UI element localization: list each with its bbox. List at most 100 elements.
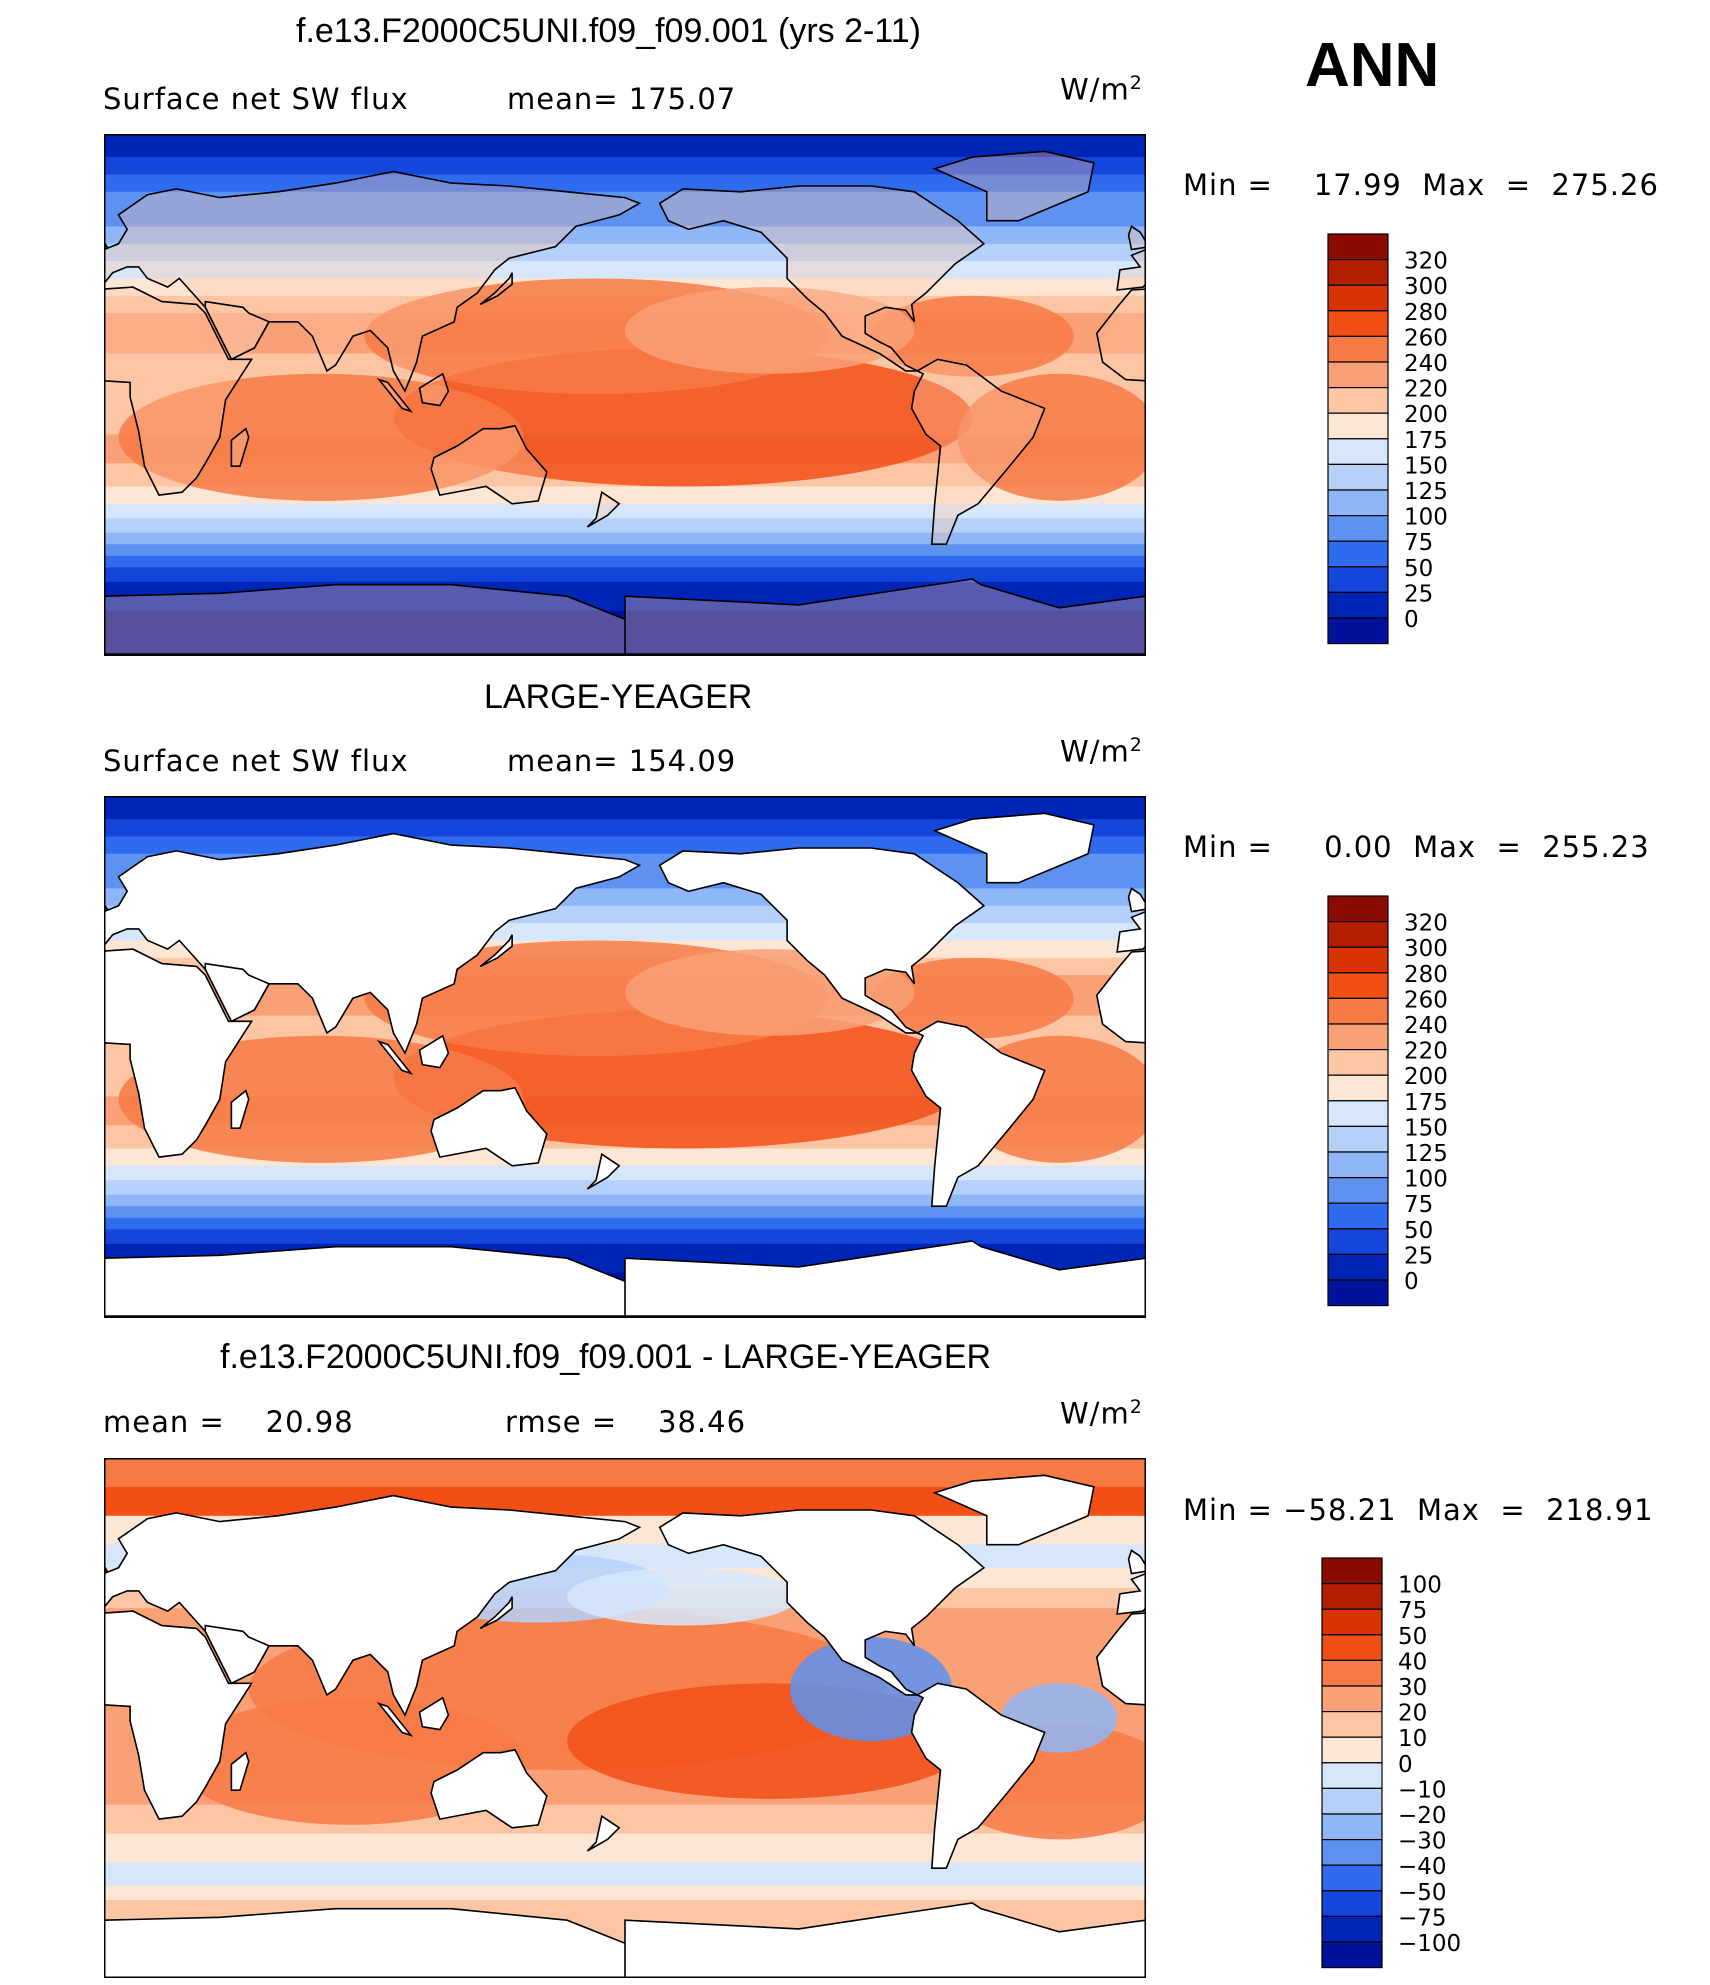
colorbar-tick-label: 25 xyxy=(1404,581,1433,607)
panel-3-map xyxy=(104,1458,1146,1978)
field-band xyxy=(104,134,1146,158)
coastline-nz xyxy=(586,1814,621,1852)
panel-1-title: f.e13.F2000C5UNI.f09_f09.001 (yrs 2-11) xyxy=(296,12,921,50)
panel-2-map xyxy=(104,796,1146,1318)
colorbar-box xyxy=(1321,1813,1383,1841)
colorbar-box xyxy=(1321,1608,1383,1636)
coastline-sumatra xyxy=(376,378,414,413)
field-band xyxy=(104,209,1146,227)
colorbar-tick-label: 150 xyxy=(1404,1115,1448,1141)
colorbar-box xyxy=(1327,566,1389,593)
colorbar-tick-label: 175 xyxy=(1404,428,1448,454)
colorbar-box xyxy=(1327,1151,1389,1179)
coastline-madagascar xyxy=(230,427,250,467)
field-band xyxy=(104,1180,1146,1196)
colorbar-box xyxy=(1327,438,1389,466)
colorbar-box xyxy=(1327,1279,1389,1307)
field-band xyxy=(104,544,1146,557)
colorbar-tick-label: 150 xyxy=(1404,453,1448,479)
field-contour xyxy=(957,373,1146,501)
panel-3-mean: mean = 20.98 xyxy=(103,1405,354,1439)
colorbar-box xyxy=(1327,489,1389,517)
panel-2-minmax: Min = 0.00 Max = 255.23 xyxy=(1183,830,1650,864)
coastline-nz xyxy=(586,490,621,528)
panel-1-units: W/m2 xyxy=(1060,72,1143,107)
colorbar-tick-label: 100 xyxy=(1404,1167,1448,1193)
colorbar-tick-label: −40 xyxy=(1398,1854,1447,1880)
coastline-greenland xyxy=(932,1474,1095,1546)
colorbar-box xyxy=(1321,1941,1383,1969)
field-band xyxy=(104,518,1146,534)
colorbar-tick-label: −100 xyxy=(1398,1931,1461,1957)
coastline-namerica xyxy=(658,185,986,372)
colorbar-box xyxy=(1327,361,1389,389)
colorbar-box xyxy=(1327,1100,1389,1128)
colorbar-tick-label: 200 xyxy=(1404,1064,1448,1090)
field-contour xyxy=(789,1637,953,1742)
colorbar-box xyxy=(1327,233,1389,261)
field-band xyxy=(104,191,1146,210)
panel-2-title: LARGE-YEAGER xyxy=(484,678,753,716)
colorbar-box xyxy=(1321,1915,1383,1943)
coastline-namerica xyxy=(658,1509,986,1696)
field-band xyxy=(104,1229,1146,1245)
colorbar-box xyxy=(1327,335,1389,363)
colorbar-box xyxy=(1321,1762,1383,1790)
coastline-samerica xyxy=(910,1020,1046,1207)
colorbar-tick-label: 220 xyxy=(1404,377,1448,403)
coastline-arabia xyxy=(204,300,271,361)
coastline-antarctica xyxy=(104,1902,1146,1978)
colorbar-tick-label: 0 xyxy=(1398,1752,1413,1778)
colorbar-tick-label: 0 xyxy=(1404,607,1419,633)
coastline-nz xyxy=(586,1152,621,1190)
colorbar-box xyxy=(1321,1685,1383,1713)
coastline-samerica xyxy=(910,358,1046,545)
field-band xyxy=(104,261,1146,279)
coastline-borneo xyxy=(418,1034,450,1069)
field-contour xyxy=(871,957,1074,1039)
colorbar-box xyxy=(1327,895,1389,923)
colorbar-box xyxy=(1327,387,1389,414)
field-band xyxy=(104,1885,1146,1901)
coastline-australia xyxy=(430,424,548,505)
panel-2-units: W/m2 xyxy=(1060,734,1143,769)
colorbar-box xyxy=(1327,1125,1389,1153)
coastline-japan xyxy=(479,934,513,968)
colorbar-tick-label: 75 xyxy=(1404,1192,1433,1218)
colorbar-box xyxy=(1327,515,1389,542)
season-label: ANN xyxy=(1305,31,1440,100)
map-frame xyxy=(104,796,1146,1318)
field-band xyxy=(104,1194,1146,1207)
field-contour xyxy=(871,295,1074,377)
colorbar-box xyxy=(1327,617,1389,645)
coastline-sumatra xyxy=(376,1040,414,1075)
colorbar-tick-label: 125 xyxy=(1404,479,1448,505)
field-contour xyxy=(625,287,915,374)
colorbar-tick-label: 125 xyxy=(1404,1141,1448,1167)
colorbar-tick-label: 300 xyxy=(1404,274,1448,300)
panel-2-variable: Surface net SW flux xyxy=(103,744,409,778)
coastline-australia xyxy=(430,1748,548,1829)
coastline-borneo xyxy=(418,372,450,407)
colorbar-box xyxy=(1327,591,1389,619)
panel-3-minmax: Min = −58.21 Max = 218.91 xyxy=(1183,1493,1654,1527)
field-band xyxy=(104,819,1146,837)
coastline-namerica xyxy=(658,847,986,1034)
panel-1-mean: mean= 175.07 xyxy=(507,82,737,116)
colorbar-box xyxy=(1327,1074,1389,1102)
panel-3-units: W/m2 xyxy=(1060,1396,1143,1431)
colorbar-tick-label: 40 xyxy=(1398,1649,1427,1675)
colorbar-box xyxy=(1327,997,1389,1025)
colorbar-box xyxy=(1321,1736,1383,1764)
colorbar-box xyxy=(1321,1659,1383,1687)
coastline-australia xyxy=(430,1086,548,1167)
coastline-antarctica xyxy=(104,1240,1146,1317)
field-band xyxy=(104,532,1146,545)
coastline-africa xyxy=(104,286,1146,496)
colorbar-tick-label: 260 xyxy=(1404,325,1448,351)
coastline-borneo xyxy=(418,1696,450,1731)
colorbar-tick-label: 25 xyxy=(1404,1243,1433,1269)
